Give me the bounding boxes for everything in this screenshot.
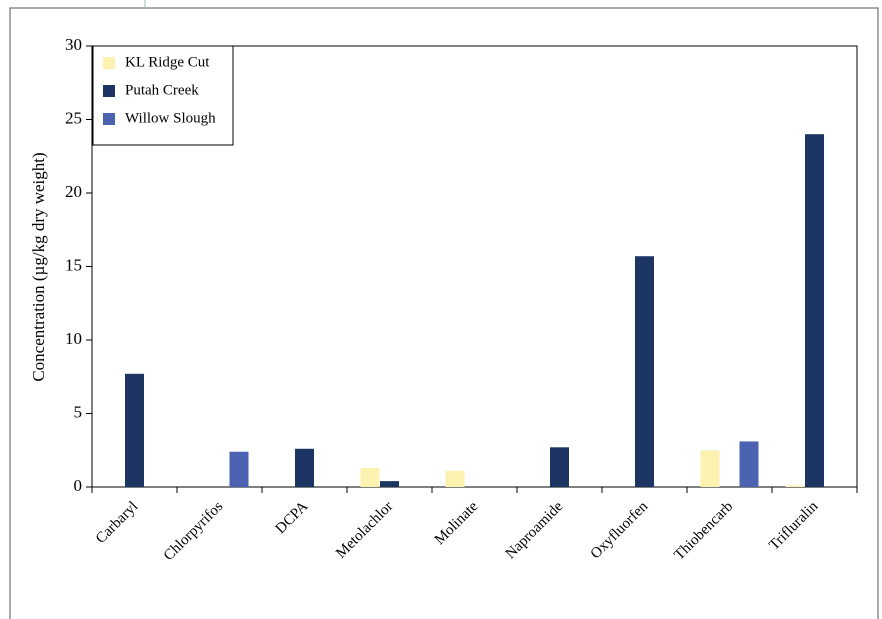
x-tick-label: DCPA: [273, 498, 312, 537]
y-tick-label: 5: [74, 402, 83, 421]
x-tick-label: Oxyfluorfen: [588, 498, 652, 562]
y-tick-label: 25: [65, 108, 82, 127]
bar: [700, 450, 720, 487]
bar: [805, 134, 824, 487]
legend-swatch: [103, 113, 115, 125]
y-tick-label: 30: [65, 35, 82, 54]
legend-label: KL Ridge Cut: [125, 54, 210, 70]
y-tick-label: 20: [65, 182, 82, 201]
bar: [550, 447, 569, 487]
bar: [380, 481, 399, 487]
bar: [125, 373, 144, 487]
x-tick-label: Carbaryl: [93, 499, 141, 547]
x-tick-label: Molinate: [432, 498, 482, 548]
bar: [360, 467, 380, 487]
bar: [445, 470, 465, 487]
bar: [785, 485, 805, 487]
x-tick-label: Naproamide: [503, 498, 567, 562]
legend-box: [92, 45, 234, 146]
legend-label: Putah Creek: [125, 82, 199, 98]
x-tick-label: Metolachlor: [333, 499, 396, 562]
legend-label: Willow Slough: [125, 110, 216, 126]
y-tick-label: 0: [74, 476, 83, 495]
x-tick-label: Trifluralin: [766, 498, 821, 553]
x-tick-label: Chlorpyrifos: [161, 498, 227, 564]
x-tick-label: Thiobencarb: [671, 499, 736, 564]
bar: [229, 451, 249, 487]
bar: [635, 256, 654, 487]
frame: [9, 7, 879, 619]
y-axis-label: Concentration (µg/kg dry weight): [29, 152, 48, 381]
legend-swatch: [103, 85, 115, 97]
y-tick-label: 10: [65, 329, 82, 348]
bar: [739, 441, 759, 487]
legend-swatch: [103, 57, 115, 69]
bar: [295, 448, 314, 487]
y-tick-label: 15: [65, 255, 82, 274]
